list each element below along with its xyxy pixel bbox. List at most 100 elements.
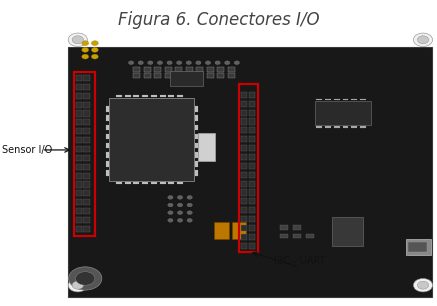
- Bar: [249, 234, 255, 240]
- Bar: [406, 239, 431, 255]
- Bar: [83, 119, 90, 125]
- Bar: [106, 143, 109, 148]
- Bar: [249, 181, 255, 187]
- Bar: [334, 99, 340, 100]
- Circle shape: [177, 203, 183, 207]
- Bar: [83, 110, 90, 117]
- Circle shape: [234, 61, 239, 65]
- Circle shape: [413, 278, 433, 292]
- Bar: [408, 242, 427, 252]
- Bar: [76, 93, 82, 99]
- Bar: [168, 182, 174, 184]
- Bar: [217, 67, 224, 72]
- Bar: [76, 173, 82, 179]
- Bar: [249, 198, 255, 204]
- Circle shape: [177, 211, 183, 215]
- Bar: [195, 125, 198, 130]
- Bar: [316, 126, 322, 128]
- Circle shape: [417, 36, 429, 44]
- Bar: [241, 189, 247, 196]
- Bar: [83, 137, 90, 143]
- Circle shape: [186, 61, 191, 65]
- Bar: [293, 225, 301, 230]
- Circle shape: [82, 41, 89, 46]
- Circle shape: [82, 47, 89, 52]
- Bar: [106, 106, 109, 112]
- Bar: [76, 226, 82, 232]
- Bar: [133, 67, 140, 72]
- Bar: [177, 95, 183, 97]
- Bar: [76, 75, 82, 81]
- Bar: [83, 173, 90, 179]
- Bar: [83, 190, 90, 196]
- Bar: [195, 106, 198, 112]
- Bar: [334, 126, 340, 128]
- Circle shape: [128, 61, 134, 65]
- Circle shape: [187, 196, 192, 199]
- Bar: [177, 182, 183, 184]
- Bar: [106, 115, 109, 121]
- Circle shape: [187, 211, 192, 215]
- Circle shape: [138, 61, 143, 65]
- Bar: [160, 182, 166, 184]
- Bar: [133, 95, 139, 97]
- Bar: [232, 222, 246, 239]
- Bar: [195, 152, 198, 158]
- Circle shape: [205, 61, 211, 65]
- Bar: [249, 225, 255, 231]
- Bar: [195, 161, 198, 167]
- Text: Figura 6. Conectores I/O: Figura 6. Conectores I/O: [118, 11, 319, 29]
- Bar: [186, 67, 193, 72]
- Bar: [76, 102, 82, 108]
- Bar: [241, 136, 247, 142]
- Bar: [241, 145, 247, 151]
- Bar: [198, 133, 215, 161]
- Circle shape: [91, 41, 98, 46]
- Circle shape: [82, 54, 89, 59]
- Circle shape: [91, 47, 98, 52]
- Circle shape: [177, 218, 183, 222]
- Bar: [249, 207, 255, 213]
- Bar: [76, 119, 82, 125]
- Bar: [154, 73, 161, 78]
- Bar: [76, 110, 82, 117]
- Bar: [241, 163, 247, 169]
- Bar: [280, 225, 288, 230]
- Bar: [241, 198, 247, 204]
- Bar: [241, 234, 247, 240]
- Bar: [76, 190, 82, 196]
- Bar: [106, 161, 109, 167]
- Bar: [325, 99, 331, 100]
- Bar: [249, 154, 255, 160]
- Bar: [83, 199, 90, 205]
- Bar: [68, 47, 432, 297]
- Bar: [76, 217, 82, 223]
- Bar: [154, 67, 161, 72]
- Bar: [241, 216, 247, 222]
- Circle shape: [168, 196, 173, 199]
- Bar: [76, 164, 82, 170]
- Circle shape: [177, 196, 183, 199]
- Bar: [332, 217, 363, 246]
- Bar: [214, 222, 229, 239]
- Bar: [351, 126, 357, 128]
- Bar: [249, 172, 255, 178]
- Circle shape: [215, 61, 220, 65]
- Bar: [228, 73, 235, 78]
- Bar: [83, 226, 90, 232]
- Circle shape: [68, 33, 87, 47]
- Bar: [151, 95, 157, 97]
- Bar: [74, 72, 95, 236]
- Bar: [249, 127, 255, 133]
- Bar: [106, 134, 109, 139]
- Bar: [293, 234, 301, 238]
- Bar: [76, 208, 82, 214]
- Bar: [83, 146, 90, 152]
- Bar: [83, 102, 90, 108]
- Bar: [241, 127, 247, 133]
- Bar: [106, 170, 109, 176]
- Bar: [125, 95, 131, 97]
- Circle shape: [187, 218, 192, 222]
- Bar: [76, 128, 82, 134]
- Bar: [76, 199, 82, 205]
